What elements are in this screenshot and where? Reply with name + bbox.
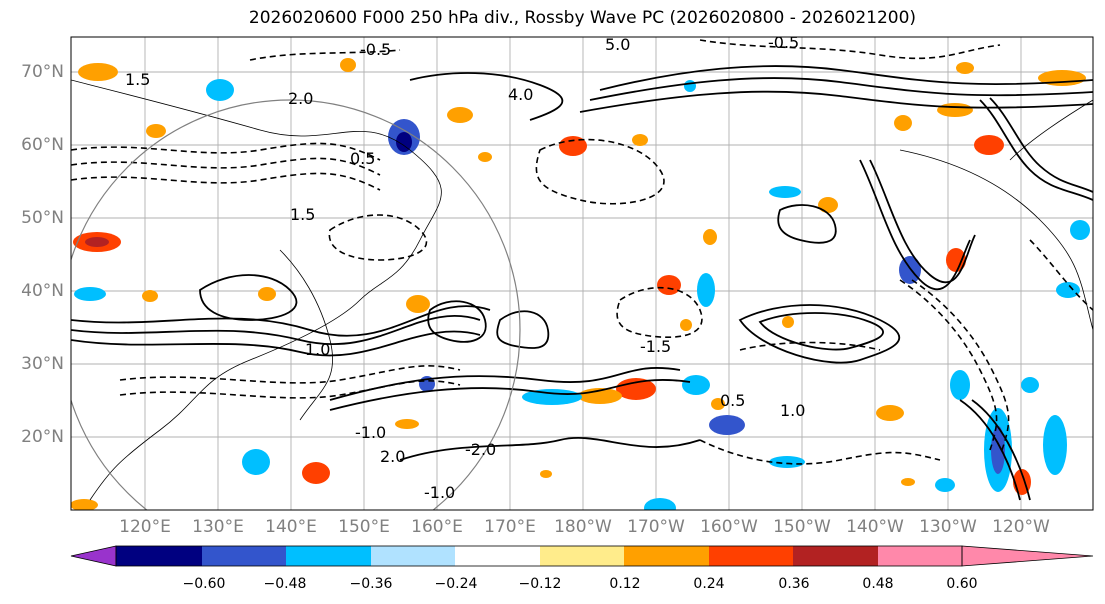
plot-area [71, 37, 1093, 510]
colorbar-segment [540, 546, 624, 566]
contour-label: 0.5 [720, 391, 745, 410]
colorbar-tick-label: 0.60 [946, 576, 978, 592]
lat-label-20: 20°N [21, 427, 64, 447]
contour-labels: 5.0 4.0 2.0 1.5 1.0 0.5 -0.5 -2.0 -1.5 -… [125, 33, 805, 502]
contours-solid [71, 65, 1093, 501]
colorbar-segment [624, 546, 709, 566]
colorbar-tick-label: 0.36 [778, 576, 810, 592]
lon-label-170e: 170°E [484, 517, 536, 537]
colorbar [70, 545, 1094, 567]
colorbar-tick-label: 0.24 [693, 576, 725, 592]
lon-label-160w: 160°W [700, 517, 758, 537]
contour-label: 2.0 [288, 89, 313, 108]
contour-label: -1.0 [424, 483, 455, 502]
colorbar-tick-label: −0.60 [182, 576, 226, 592]
colorbar-outline [115, 545, 963, 567]
contour-label: 5.0 [605, 35, 630, 54]
contour-label: -2.0 [465, 440, 496, 459]
lat-label-30: 30°N [21, 354, 64, 374]
contour-label: -1.5 [640, 337, 671, 356]
contour-label: 4.0 [508, 85, 533, 104]
contour-label: -0.5 [768, 33, 799, 52]
contour-label: 1.0 [780, 401, 805, 420]
colorbar-segment [286, 546, 371, 566]
contour-label: -0.5 [360, 40, 391, 59]
contour-label: -1.0 [355, 423, 386, 442]
lon-label-140e: 140°E [265, 517, 317, 537]
plot-frame [70, 36, 1094, 511]
colorbar-tick-label: −0.36 [349, 576, 393, 592]
colorbar-tick-label: 0.12 [609, 576, 641, 592]
colorbar-segment [878, 546, 962, 566]
lon-label-170w: 170°W [627, 517, 685, 537]
contour-label: 0.5 [350, 149, 375, 168]
lon-label-130e: 130°E [192, 517, 244, 537]
colorbar-extend-min [70, 545, 117, 567]
colorbar-tick-label: −0.12 [518, 576, 562, 592]
colorbar-segment [371, 546, 455, 566]
map-title: 2026020600 F000 250 hPa div., Rossby Wav… [248, 8, 917, 28]
colorbar-segment [455, 546, 540, 566]
contours-dashed [71, 39, 1093, 465]
colorbar-segment [793, 546, 878, 566]
contour-label: 2.0 [380, 447, 405, 466]
lat-label-50: 50°N [21, 208, 64, 228]
colorbar-segment [116, 546, 202, 566]
lon-label-160e: 160°E [411, 517, 463, 537]
colorbar-tick-label: −0.24 [434, 576, 478, 592]
projection-outline [71, 99, 521, 510]
lon-label-150e: 150°E [338, 517, 390, 537]
lon-label-150w: 150°W [773, 517, 831, 537]
lon-label-130w: 130°W [919, 517, 977, 537]
contour-label: 1.5 [290, 205, 315, 224]
contour-label: 1.5 [125, 70, 150, 89]
colorbar-tick-label: −0.48 [263, 576, 307, 592]
colorbar-extend-max [961, 545, 1094, 567]
lon-label-120w: 120°W [992, 517, 1050, 537]
lon-label-120e: 120°E [119, 517, 171, 537]
coastlines [71, 79, 1093, 501]
colorbar-segment [202, 546, 286, 566]
lon-label-180w: 180°W [554, 517, 612, 537]
lat-label-40: 40°N [21, 281, 64, 301]
lat-label-70: 70°N [21, 62, 64, 82]
colorbar-segment [709, 546, 793, 566]
colorbar-tick-label: 0.48 [862, 576, 894, 592]
lon-label-140w: 140°W [846, 517, 904, 537]
lat-label-60: 60°N [21, 135, 64, 155]
contour-label: 1.0 [305, 340, 330, 359]
